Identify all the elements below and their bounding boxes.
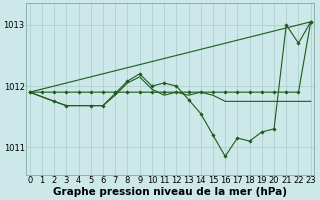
X-axis label: Graphe pression niveau de la mer (hPa): Graphe pression niveau de la mer (hPa)	[53, 187, 287, 197]
